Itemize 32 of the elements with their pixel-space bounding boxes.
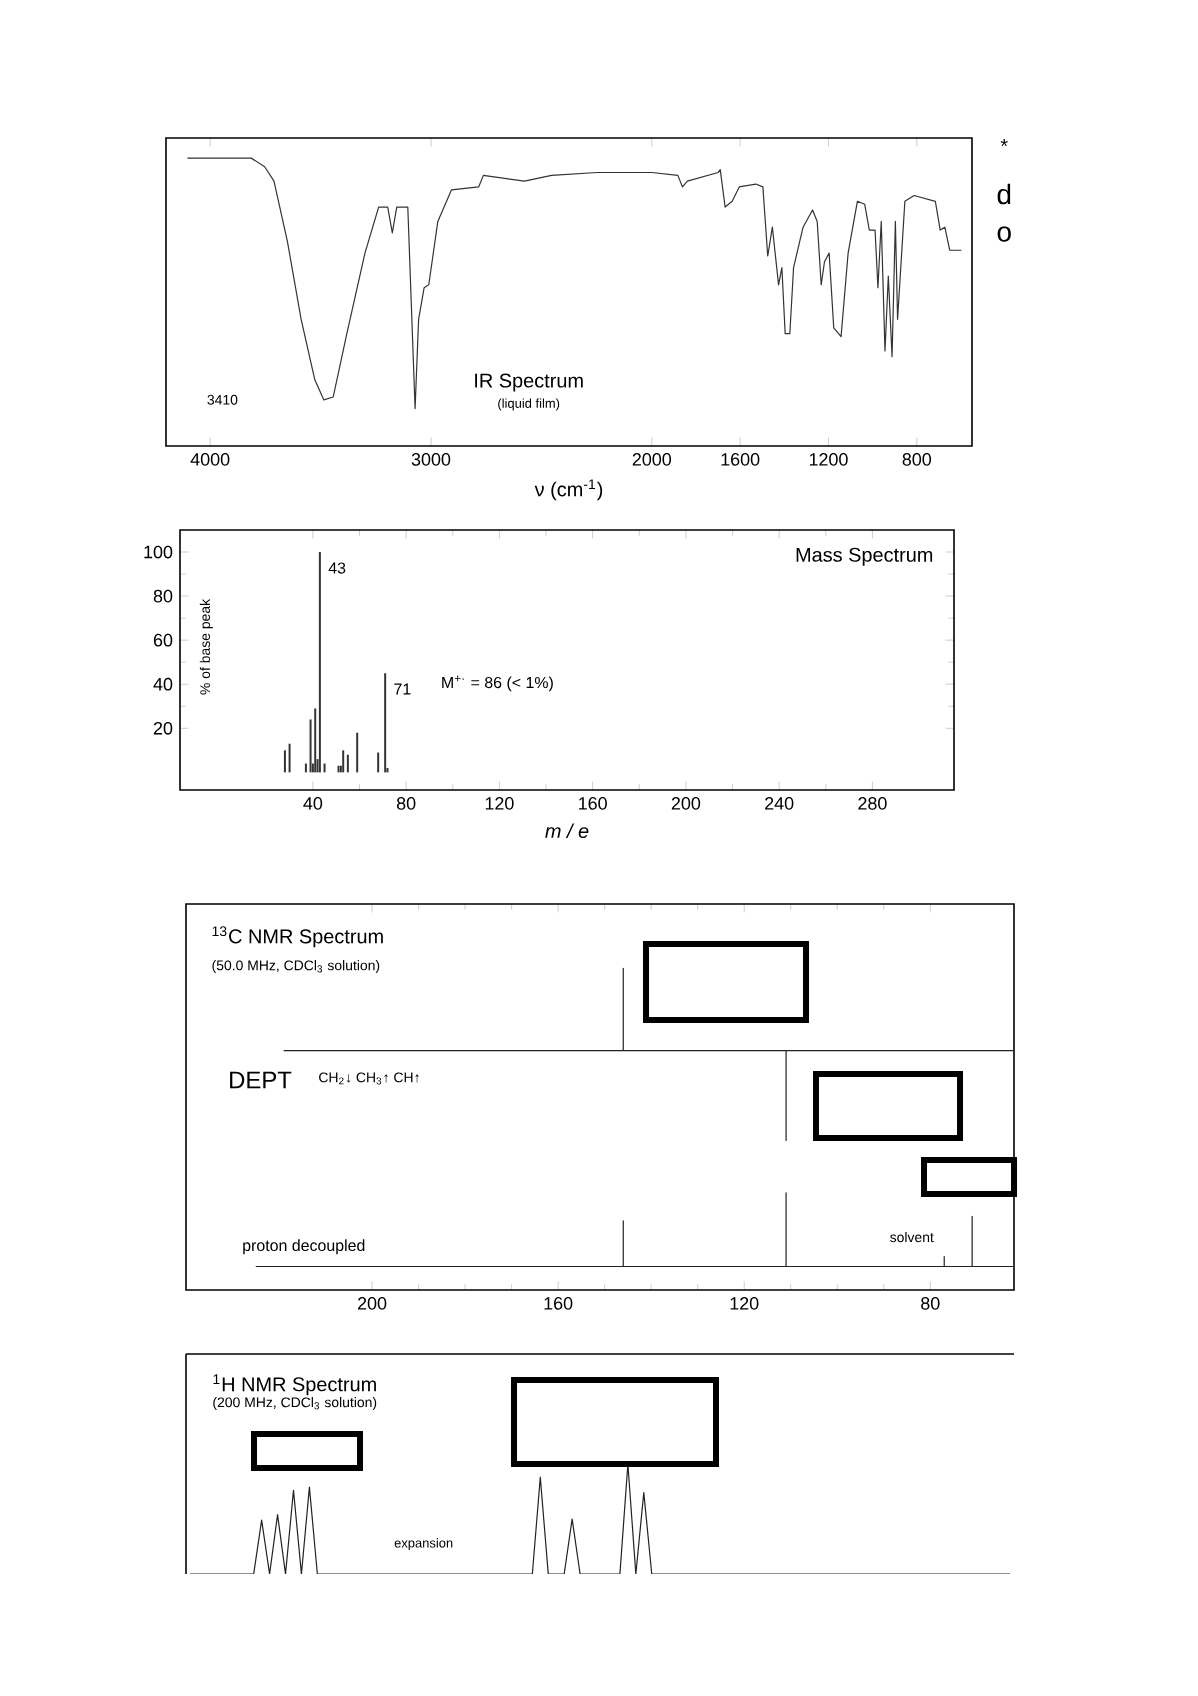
y-tick-label: 20 [153, 721, 173, 735]
x-axis-title: m / e [545, 823, 589, 839]
x-tick-label: 80 [921, 1297, 940, 1310]
chart-title: $^{1}$H NMR Spectrum [213, 1374, 376, 1396]
text: * [1000, 139, 1008, 147]
x-tick-label: 160 [544, 1297, 573, 1310]
x-tick-label: 2000 [632, 453, 672, 466]
x-tick-label: 1200 [809, 453, 848, 466]
series-label: DEPT [230, 1071, 292, 1089]
x-tick-label: 3000 [411, 453, 451, 466]
text: IR Spectrum [475, 373, 583, 392]
x-tick-label: 1600 [721, 453, 760, 466]
x-tick-label: 4000 [190, 453, 230, 466]
y-tick-label: 60 [153, 633, 173, 647]
text: Mass Spectrum [796, 547, 933, 566]
x-tick-label: 200 [358, 1297, 387, 1310]
x-tick-label: 160 [579, 797, 607, 810]
y-tick-label: 40 [153, 677, 173, 691]
x-tick-label: 40 [303, 797, 323, 810]
x-axis-title: ν (cm$^{-1}$) [534, 479, 603, 501]
x-tick-label: 120 [485, 797, 514, 810]
y-tick-label: 100 [144, 545, 173, 559]
x-tick-label: 800 [902, 453, 932, 466]
y-tick-label: 80 [153, 589, 173, 603]
x-tick-label: 80 [396, 797, 416, 810]
text: o [997, 226, 1011, 242]
x-tick-label: 200 [671, 797, 701, 810]
chart-title: $^{13}$C NMR Spectrum [212, 926, 383, 948]
x-tick-label: 120 [730, 1297, 759, 1310]
text: d [997, 183, 1011, 205]
x-tick-label: 240 [765, 797, 794, 810]
x-tick-label: 280 [858, 797, 887, 810]
